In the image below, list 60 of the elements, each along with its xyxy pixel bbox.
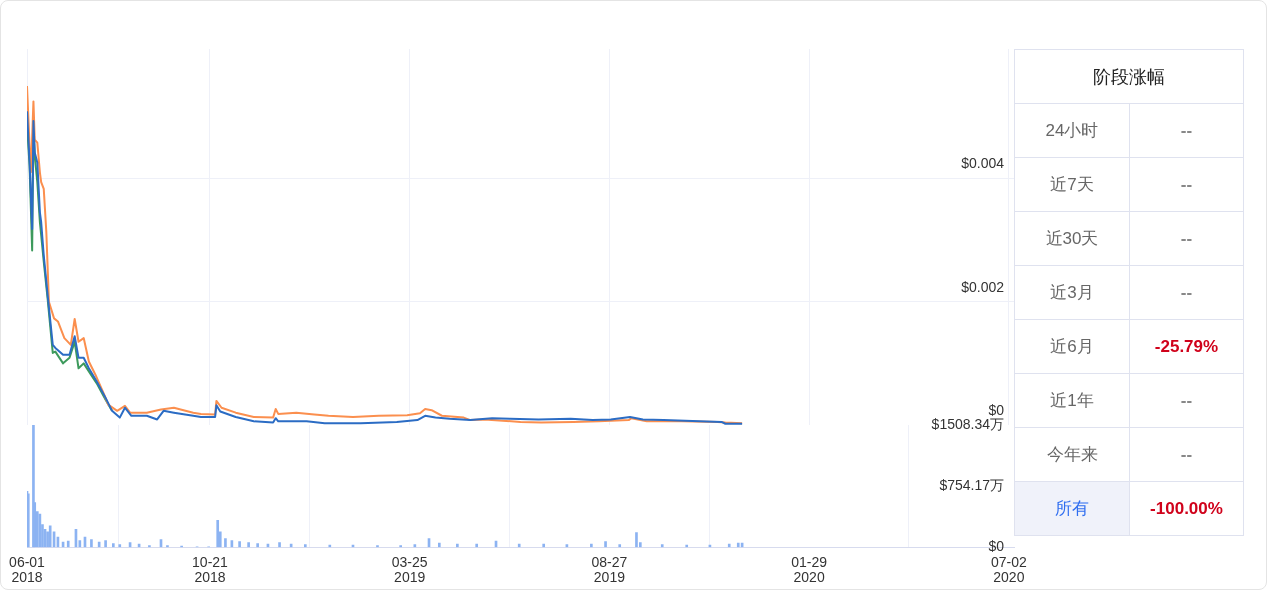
- category-label: 24小时: [1015, 104, 1130, 157]
- bar: [437, 542, 441, 548]
- y-tick-label: $754.17万: [939, 476, 1004, 493]
- text: 阶段涨幅: [1015, 50, 1243, 104]
- category-label: 今年来: [1015, 428, 1130, 481]
- bar: [90, 539, 93, 548]
- bar: [256, 543, 259, 548]
- bar: [166, 545, 169, 548]
- category-label: 近6月: [1015, 320, 1130, 373]
- x-tick-label: 06-01 2018: [9, 553, 46, 586]
- bar: [685, 544, 689, 548]
- category-label: 近30天: [1015, 212, 1130, 265]
- y-tick-label: $0: [988, 538, 1005, 555]
- bar: [148, 545, 151, 548]
- bar: [727, 543, 731, 548]
- category-label: 近1年: [1015, 374, 1130, 427]
- text: --: [1180, 120, 1193, 140]
- bar: [224, 538, 227, 548]
- text: -25.79%: [1154, 336, 1219, 356]
- bar: [542, 543, 546, 548]
- bar: [48, 525, 52, 548]
- bar: [604, 541, 607, 548]
- text: --: [1180, 228, 1193, 248]
- bar: [618, 544, 622, 548]
- bar: [736, 542, 740, 548]
- y-tick-label: $0.004: [961, 155, 1005, 172]
- text: --: [1180, 444, 1193, 464]
- bar: [118, 544, 122, 548]
- bar: [303, 544, 307, 548]
- bar: [238, 541, 241, 548]
- y-tick-label: $0.002: [961, 278, 1005, 295]
- category-label: 近7天: [1015, 158, 1130, 211]
- text: --: [1180, 390, 1193, 410]
- bar: [66, 540, 70, 548]
- y-tick-label: $0: [988, 401, 1005, 418]
- bar: [475, 543, 479, 548]
- x-tick-label: 03-25 2019: [391, 553, 428, 586]
- bar: [328, 544, 332, 548]
- text: --: [1180, 282, 1193, 302]
- bar: [104, 540, 107, 548]
- bar: [376, 545, 379, 548]
- bar: [456, 543, 459, 548]
- bar: [635, 532, 638, 548]
- bar: [517, 543, 521, 548]
- bar: [278, 542, 281, 548]
- bar: [216, 519, 220, 548]
- x-tick-label: 08-27 2019: [591, 553, 628, 586]
- bar: [247, 542, 250, 548]
- category-label: 近3月: [1015, 266, 1130, 319]
- x-tick-label: 01-29 2020: [791, 553, 828, 586]
- category-label: 所有: [1015, 482, 1130, 535]
- x-tick-label: 07-02 2020: [990, 553, 1027, 586]
- bar: [590, 543, 593, 548]
- bar: [660, 544, 664, 548]
- text: -100.00%: [1150, 498, 1223, 518]
- bar: [399, 545, 402, 548]
- text: --: [1180, 174, 1193, 194]
- bar: [112, 543, 115, 548]
- y-tick-label: $1508.34万: [931, 415, 1004, 432]
- x-tick-label: 10-21 2018: [192, 553, 229, 586]
